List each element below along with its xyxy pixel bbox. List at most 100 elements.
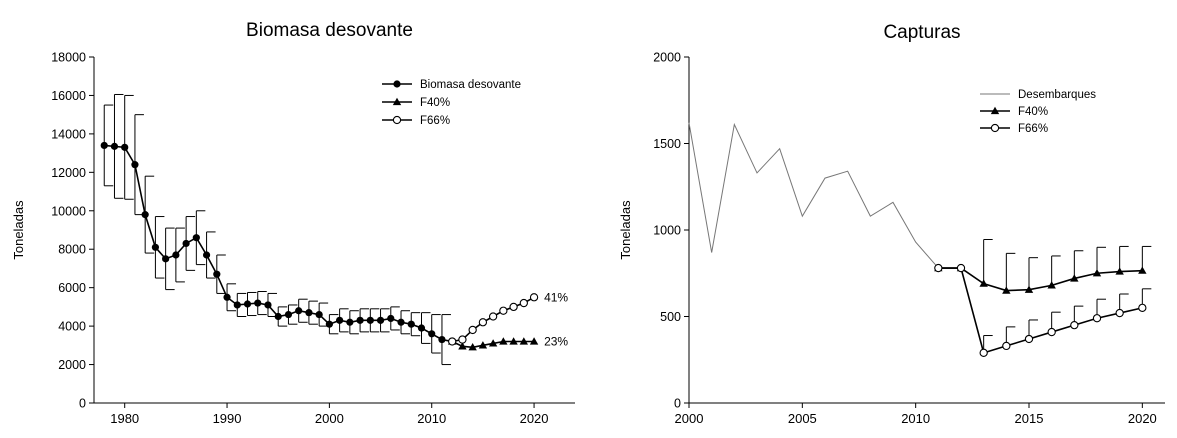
- legend-label: Biomasa desovante: [420, 79, 521, 91]
- data-point: [192, 234, 200, 242]
- legend-label: F66%: [1018, 123, 1048, 135]
- data-point: [243, 300, 252, 308]
- data-point: [223, 293, 231, 301]
- data-point: [509, 302, 518, 312]
- data-point: [1024, 334, 1034, 344]
- y-tick-label: 4000: [58, 320, 86, 334]
- axes: [688, 57, 1165, 404]
- data-point: [519, 337, 529, 345]
- y-tick-label: 1500: [653, 137, 681, 151]
- y-tick-label: 2000: [58, 358, 86, 372]
- series-line: [938, 267, 1143, 292]
- x-tick-label: 2020: [1128, 411, 1157, 426]
- y-axis-label: Toneladas: [11, 200, 26, 260]
- chart-title: Biomasa desovante: [246, 20, 413, 41]
- data-point: [254, 299, 262, 307]
- series-f66-: [934, 263, 1152, 357]
- data-point: [1002, 341, 1011, 351]
- data-point: [1002, 286, 1011, 294]
- legend-marker: [392, 97, 402, 106]
- data-point: [499, 337, 508, 345]
- data-point: [315, 310, 323, 319]
- data-point: [366, 316, 374, 324]
- data-point: [458, 342, 467, 350]
- data-point: [509, 337, 518, 345]
- legend: Biomasa desovante F40% F66%: [382, 79, 521, 127]
- data-point: [979, 348, 988, 357]
- data-point: [458, 335, 467, 344]
- y-tick-label: 10000: [51, 204, 86, 218]
- data-point: [1047, 327, 1056, 337]
- data-point: [1138, 303, 1147, 312]
- data-point: [376, 316, 385, 324]
- data-point: [151, 243, 160, 251]
- y-tick-label: 18000: [51, 51, 86, 65]
- data-point: [274, 312, 282, 321]
- data-point: [529, 337, 539, 345]
- series-line: [938, 267, 1143, 354]
- legend-label: F66%: [420, 115, 450, 127]
- data-point: [397, 318, 405, 326]
- series-f66-: [448, 293, 539, 346]
- chart-title: Capturas: [883, 22, 960, 43]
- data-point: [417, 324, 426, 332]
- data-point: [1070, 320, 1079, 330]
- data-point: [264, 301, 272, 309]
- data-point: [202, 251, 211, 259]
- y-tick-label: 0: [674, 397, 681, 411]
- data-point: [1070, 274, 1079, 282]
- data-point: [529, 293, 539, 302]
- x-tick-label: 2000: [675, 411, 704, 426]
- data-point: [934, 263, 943, 273]
- legend: Desembarques F40% F66%: [980, 89, 1096, 135]
- series-line: [688, 122, 961, 269]
- data-point: [1024, 285, 1034, 293]
- y-tick-label: 500: [660, 310, 681, 324]
- data-point: [172, 251, 180, 259]
- data-point: [407, 320, 415, 328]
- x-tick-label: 2015: [1015, 411, 1044, 426]
- data-point: [284, 310, 293, 319]
- x-tick-label: 2020: [520, 411, 549, 426]
- x-tick-label: 2010: [901, 411, 930, 426]
- data-point: [468, 325, 477, 335]
- data-point: [182, 239, 190, 248]
- data-point: [448, 337, 457, 346]
- data-point: [428, 330, 436, 338]
- series-biomasa-desovante: [100, 93, 456, 366]
- y-tick-label: 12000: [51, 166, 86, 180]
- data-point: [305, 309, 313, 317]
- data-point: [110, 142, 119, 150]
- catches-chart: Capturas Toneladas 0 500 1000 1500 2000 2000 200…: [618, 22, 1165, 426]
- data-point: [233, 301, 241, 309]
- data-point: [141, 211, 149, 219]
- series-desembarques: [688, 122, 961, 269]
- data-point: [121, 143, 129, 151]
- data-point: [325, 320, 333, 328]
- data-point: [979, 279, 988, 287]
- legend-marker: [990, 123, 1000, 133]
- data-point: [356, 316, 364, 324]
- legend-marker: [393, 80, 401, 88]
- y-axis-label: Toneladas: [618, 200, 633, 260]
- y-tick-label: 6000: [58, 281, 86, 295]
- x-tick-label: 2010: [417, 411, 446, 426]
- data-point: [468, 343, 477, 351]
- x-tick-label: 1980: [110, 411, 139, 426]
- y-tick-label: 14000: [51, 127, 86, 141]
- data-point: [387, 314, 395, 323]
- y-tick-label: 1000: [653, 224, 681, 238]
- data-point: [346, 318, 354, 326]
- y-tick-label: 8000: [58, 243, 86, 257]
- data-point: [478, 341, 488, 349]
- y-tick-label: 16000: [51, 89, 86, 103]
- legend-marker: [990, 106, 1000, 115]
- data-point: [295, 307, 303, 315]
- data-point: [956, 263, 966, 273]
- x-tick-label: 2005: [788, 411, 817, 426]
- data-point: [1115, 267, 1124, 275]
- data-point: [519, 298, 528, 308]
- legend-label: Desembarques: [1018, 89, 1096, 101]
- data-point: [1092, 314, 1102, 323]
